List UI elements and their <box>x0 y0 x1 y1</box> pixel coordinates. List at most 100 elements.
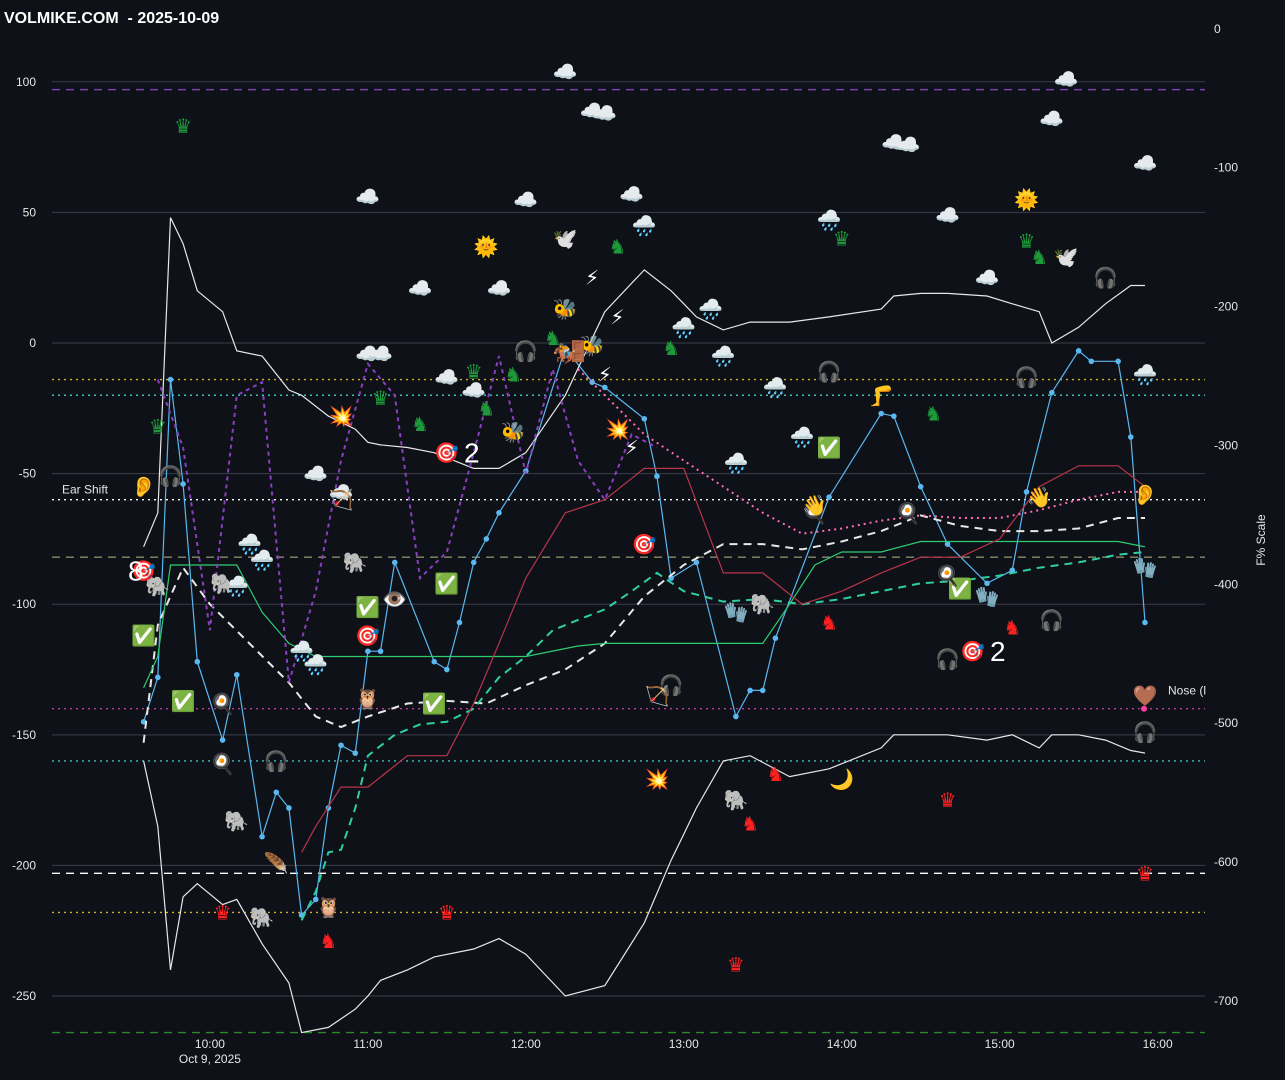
marker-icon: ♞ <box>504 362 522 386</box>
marker-icon: 🎧 <box>264 749 289 773</box>
marker-icon: 🌧️ <box>303 652 328 676</box>
series-line-4 <box>300 551 1146 921</box>
marker-icon: ✅ <box>434 571 459 595</box>
data-point <box>391 559 398 566</box>
data-point <box>180 481 186 487</box>
marker-icon: 🌧️ <box>790 425 815 449</box>
data-point <box>1023 489 1030 495</box>
marker-icon: 🌧️ <box>237 532 262 556</box>
data-point <box>483 536 490 542</box>
marker-icon: ♛ <box>1018 229 1036 253</box>
marker-icon: ☁️ <box>975 266 1000 290</box>
count-label: 2 <box>990 636 1006 667</box>
marker-icon: 🐘 <box>145 574 170 598</box>
marker-icon: ♛ <box>149 415 167 439</box>
data-point <box>167 376 174 383</box>
marker-icon: 🌙 <box>829 767 854 791</box>
marker-icon: 🧤 <box>975 584 1000 608</box>
marker-icon: ♛ <box>372 386 390 410</box>
marker-icon: 🎧 <box>659 673 684 697</box>
data-point <box>759 687 766 694</box>
data-point <box>155 674 161 681</box>
marker-icon: ☁️ <box>408 276 433 300</box>
marker-icon: 🌧️ <box>289 639 314 663</box>
data-point <box>377 648 384 655</box>
marker-icon: ☁️ <box>303 462 328 486</box>
marker-icon: 💥 <box>329 404 354 428</box>
marker-icon: 🐘 <box>210 571 235 595</box>
series-line-2 <box>143 734 1146 1034</box>
x-tick-label: 11:00 <box>353 1037 382 1051</box>
data-point <box>312 896 319 903</box>
data-point <box>470 559 477 566</box>
y-left-tick-label: -100 <box>12 597 36 611</box>
y-left-tick-label: 50 <box>23 205 37 219</box>
marker-icon: 🎧 <box>1039 608 1064 632</box>
marker-icon: 🏹 <box>329 488 354 512</box>
marker-icon: ☁️ <box>355 341 380 365</box>
marker-icon: 🍳 <box>210 691 235 715</box>
marker-icon: ♞ <box>608 234 626 258</box>
marker-icon: ♞ <box>319 929 337 953</box>
reference-lines <box>52 88 1205 1034</box>
marker-icon: 🌧️ <box>763 375 788 399</box>
data-point <box>219 737 226 743</box>
data-point <box>772 635 779 641</box>
marker-icon: ♛ <box>174 114 192 138</box>
marker-icon: 🐝 <box>580 334 605 358</box>
data-point <box>273 789 280 796</box>
annotations: Ear Shift Nose (l 8 2 2 <box>62 438 1206 712</box>
data-point <box>878 410 885 417</box>
marker-icon: ✅ <box>817 435 842 459</box>
marker-icon: 🌧️ <box>817 208 842 232</box>
x-tick-label: 10:00 <box>195 1037 225 1051</box>
data-point <box>944 541 951 547</box>
data-point <box>693 559 700 566</box>
data-point <box>365 648 371 655</box>
x-tick-label: 14:00 <box>827 1037 857 1051</box>
marker-icon: 👂 <box>131 475 156 499</box>
marker-icon: 🐝 <box>501 420 526 444</box>
y-left-tick-label: 0 <box>29 336 36 350</box>
marker-icon: ☁️ <box>487 276 512 300</box>
marker-icon: ☁️ <box>1133 151 1158 175</box>
marker-icon: 🎧 <box>1014 365 1039 389</box>
x-tick-label: 16:00 <box>1143 1037 1173 1051</box>
marker-icon: ☁️ <box>329 480 354 504</box>
data-point <box>1009 567 1016 574</box>
marker-icon: 🪶 <box>264 851 289 875</box>
data-point <box>733 713 739 720</box>
data-point <box>984 580 990 587</box>
y-right-tick-label: -700 <box>1214 994 1238 1008</box>
marker-icon: 👂 <box>1133 483 1158 507</box>
marker-icon: ♞ <box>1003 616 1021 640</box>
marker-icon: 🎧 <box>513 339 538 363</box>
data-point <box>562 345 569 352</box>
marker-icon: ✅ <box>131 624 156 648</box>
y-right-tick-label: -400 <box>1214 577 1238 591</box>
marker-icon: ☁️ <box>592 101 617 125</box>
y-right-tick-label: -500 <box>1214 716 1238 730</box>
marker-icon: 🤎 <box>1133 684 1158 708</box>
marker-icon: 🎯 <box>960 639 985 663</box>
marker-icon: 🎧 <box>158 464 183 488</box>
count-label: 8 <box>128 555 144 586</box>
marker-icon: 🌞 <box>1014 187 1039 211</box>
marker-icon: 🌧️ <box>671 315 696 339</box>
marker-icon: ♞ <box>544 326 562 350</box>
data-point <box>654 473 660 480</box>
marker-icon: ☁️ <box>1054 67 1079 91</box>
marker-icon: 👋 <box>1027 485 1052 509</box>
marker-icon: ☁️ <box>355 185 380 209</box>
marker-icon: 🎯 <box>632 532 657 556</box>
marker-icon: ✅ <box>422 691 447 715</box>
marker-icon: ☁️ <box>434 365 459 389</box>
marker-icon: 🏇 <box>553 341 578 365</box>
y-left-tick-label: 100 <box>16 75 36 89</box>
marker-icon: 🌧️ <box>698 297 723 321</box>
marker-icon: 👋 <box>802 493 827 517</box>
x-tick-label: 12:00 <box>511 1037 541 1051</box>
data-point <box>1088 358 1095 365</box>
marker-icon: 💥 <box>644 767 669 791</box>
